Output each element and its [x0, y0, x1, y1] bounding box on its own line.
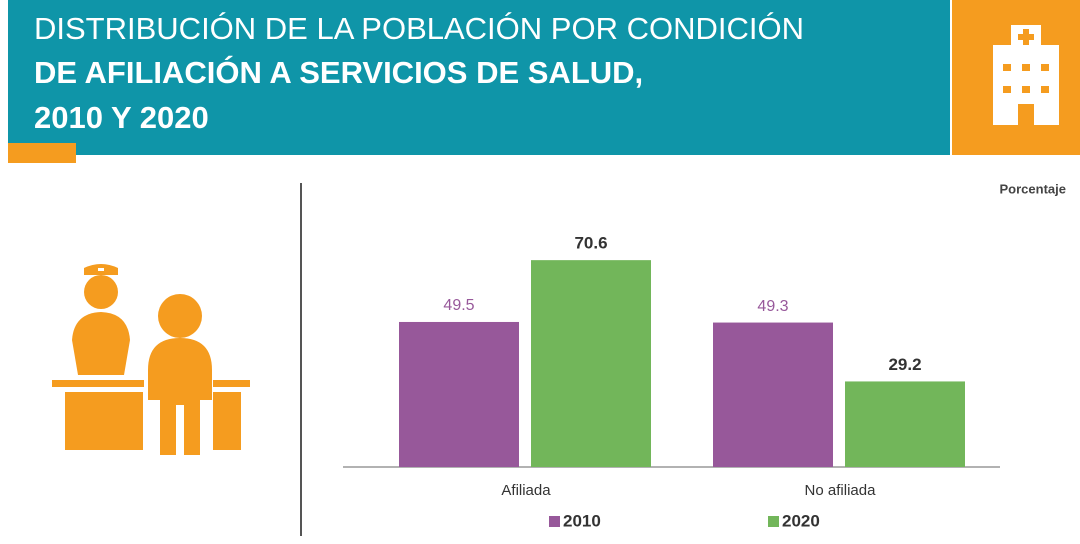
bar: [845, 381, 965, 467]
value-label: 49.5: [443, 297, 474, 314]
legend-swatch: [768, 516, 779, 527]
legend-label: 2010: [563, 511, 601, 530]
legend-swatch: [549, 516, 560, 527]
title-line: DISTRIBUCIÓN DE LA POBLACIÓN POR CONDICI…: [34, 11, 804, 46]
header-accent: [8, 143, 76, 163]
title-line: DE AFILIACIÓN A SERVICIOS DE SALUD,: [34, 54, 643, 90]
unit-label: Porcentaje: [1000, 181, 1066, 196]
illustration: [52, 264, 250, 455]
x-tick-label: Afiliada: [501, 482, 551, 499]
page: DISTRIBUCIÓN DE LA POBLACIÓN POR CONDICI…: [0, 0, 1080, 544]
infographic: DISTRIBUCIÓN DE LA POBLACIÓN POR CONDICI…: [0, 0, 1080, 544]
value-label: 70.6: [574, 234, 607, 253]
bar: [713, 323, 833, 467]
x-tick-label: No afiliada: [805, 482, 877, 499]
bar: [531, 260, 651, 467]
value-label: 49.3: [757, 298, 788, 315]
title-line: 2010 Y 2020: [34, 100, 209, 135]
bar: [399, 322, 519, 467]
legend-label: 2020: [782, 511, 820, 530]
value-label: 29.2: [888, 355, 921, 374]
